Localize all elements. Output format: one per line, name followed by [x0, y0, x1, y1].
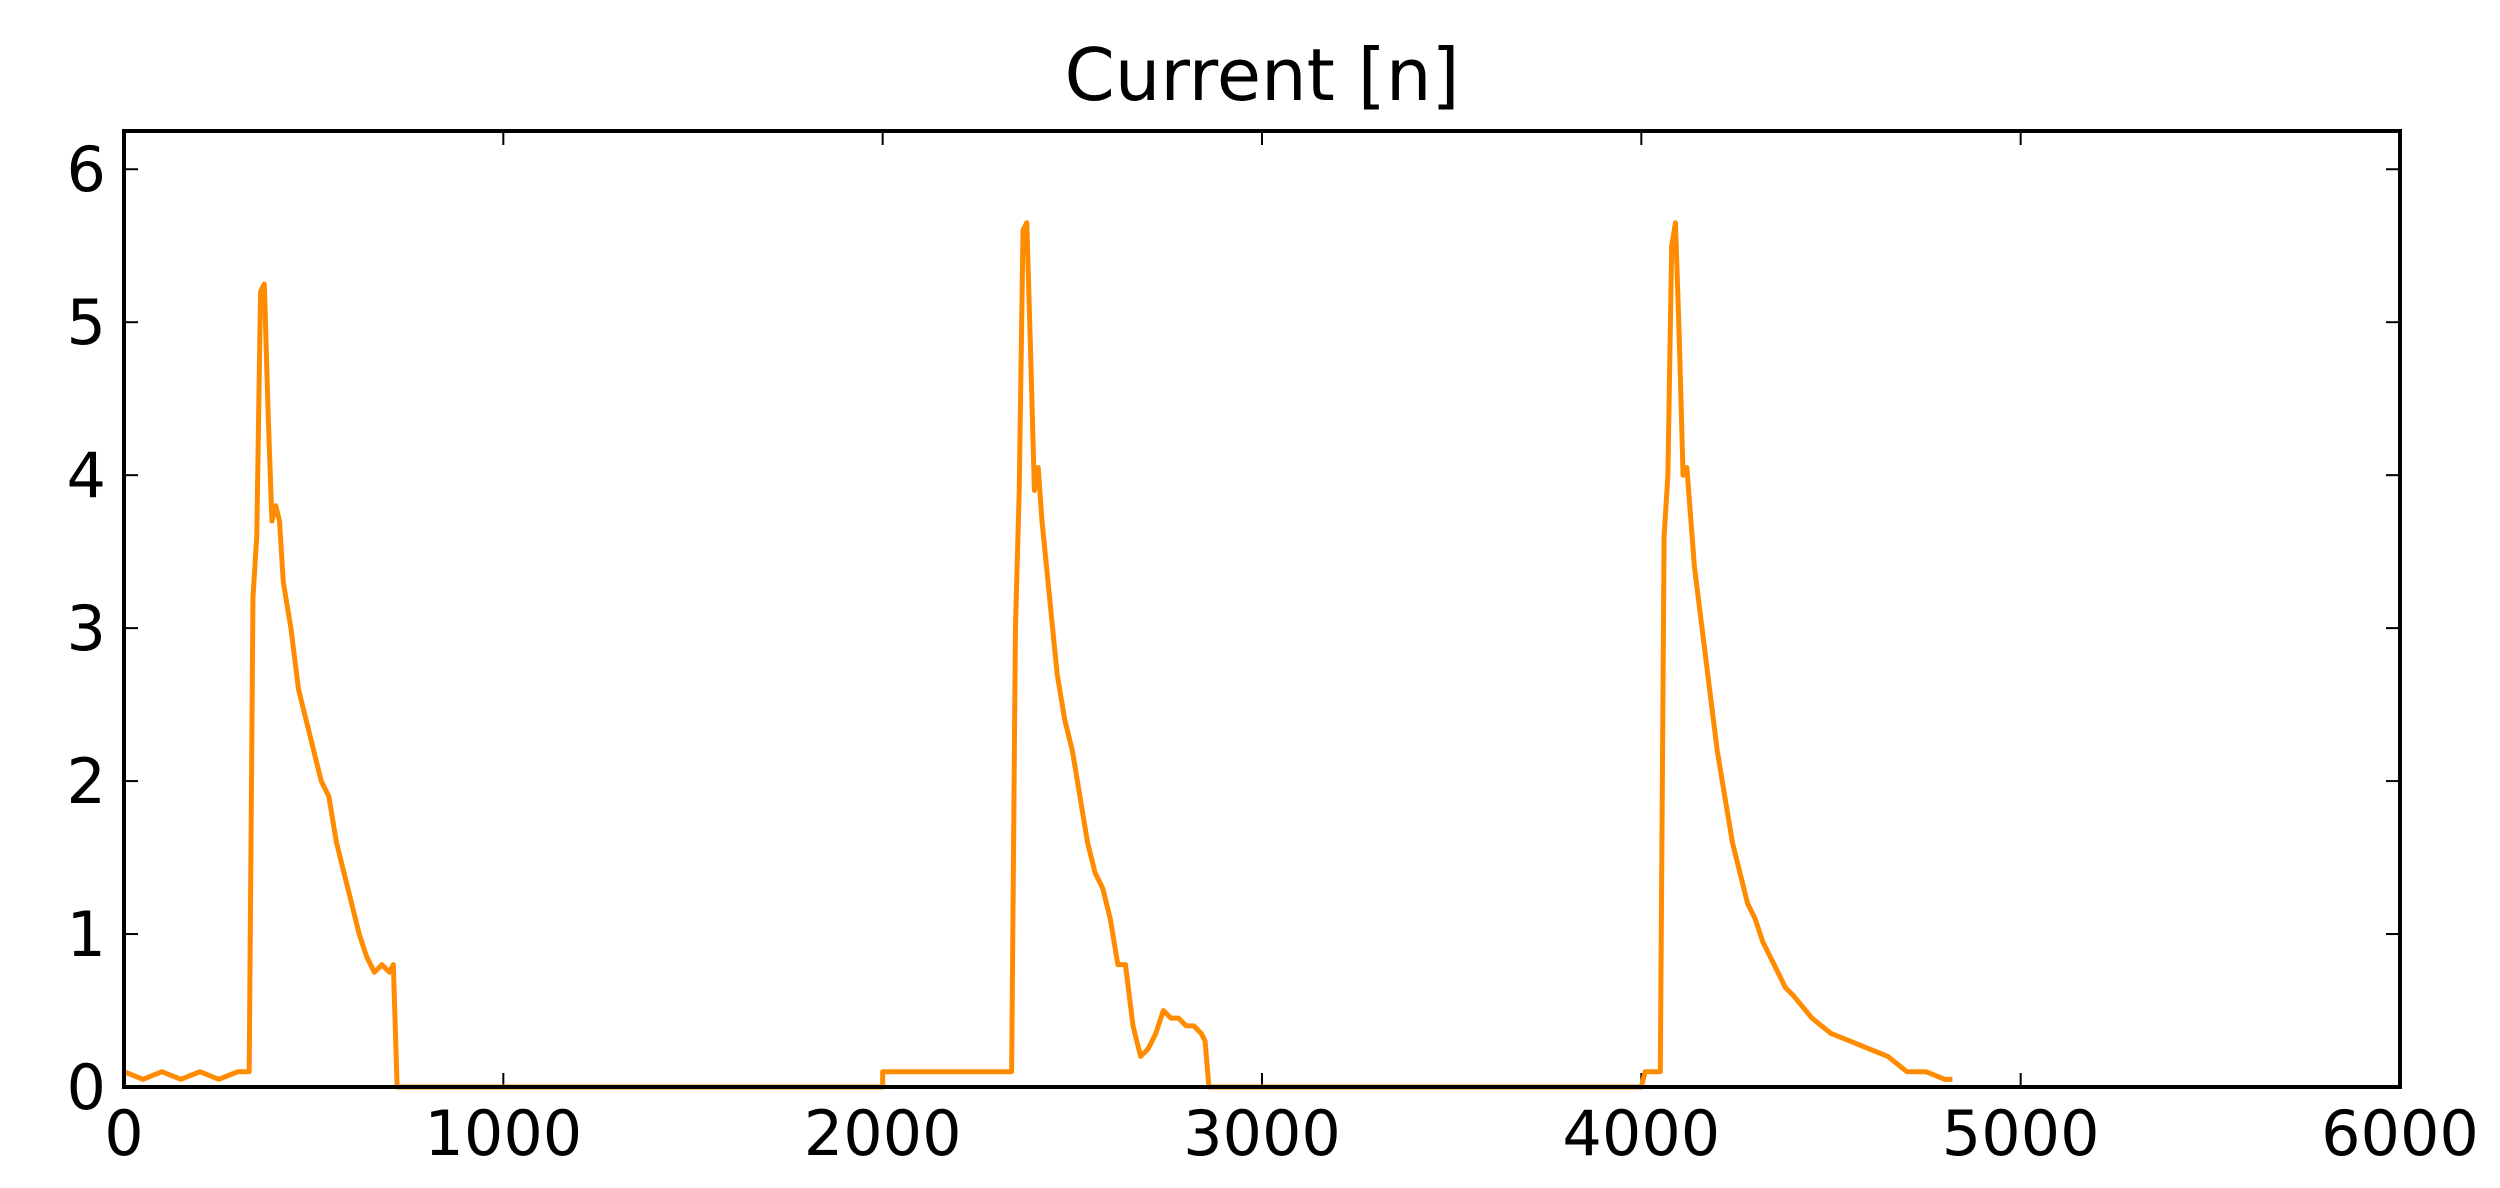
y-tick-label: 2	[67, 745, 106, 818]
y-tick-label: 1	[67, 898, 106, 971]
chart-title: Current [n]	[1064, 33, 1459, 117]
x-tick-label: 4000	[1562, 1097, 1720, 1170]
y-tick-label: 6	[67, 133, 106, 206]
x-tick-label: 2000	[804, 1097, 962, 1170]
x-tick-label: 1000	[424, 1097, 582, 1170]
x-tick-label: 0	[104, 1097, 143, 1170]
y-tick-label: 4	[67, 439, 106, 512]
plot-frame	[122, 129, 2402, 1089]
y-tick-label: 3	[67, 592, 106, 665]
y-tick-label: 5	[67, 286, 106, 359]
x-tick-label: 6000	[2321, 1097, 2479, 1170]
x-tick-label: 5000	[1942, 1097, 2100, 1170]
y-tick-label: 0	[67, 1051, 106, 1124]
data-line	[123, 220, 1953, 1090]
x-tick-label: 3000	[1183, 1097, 1341, 1170]
